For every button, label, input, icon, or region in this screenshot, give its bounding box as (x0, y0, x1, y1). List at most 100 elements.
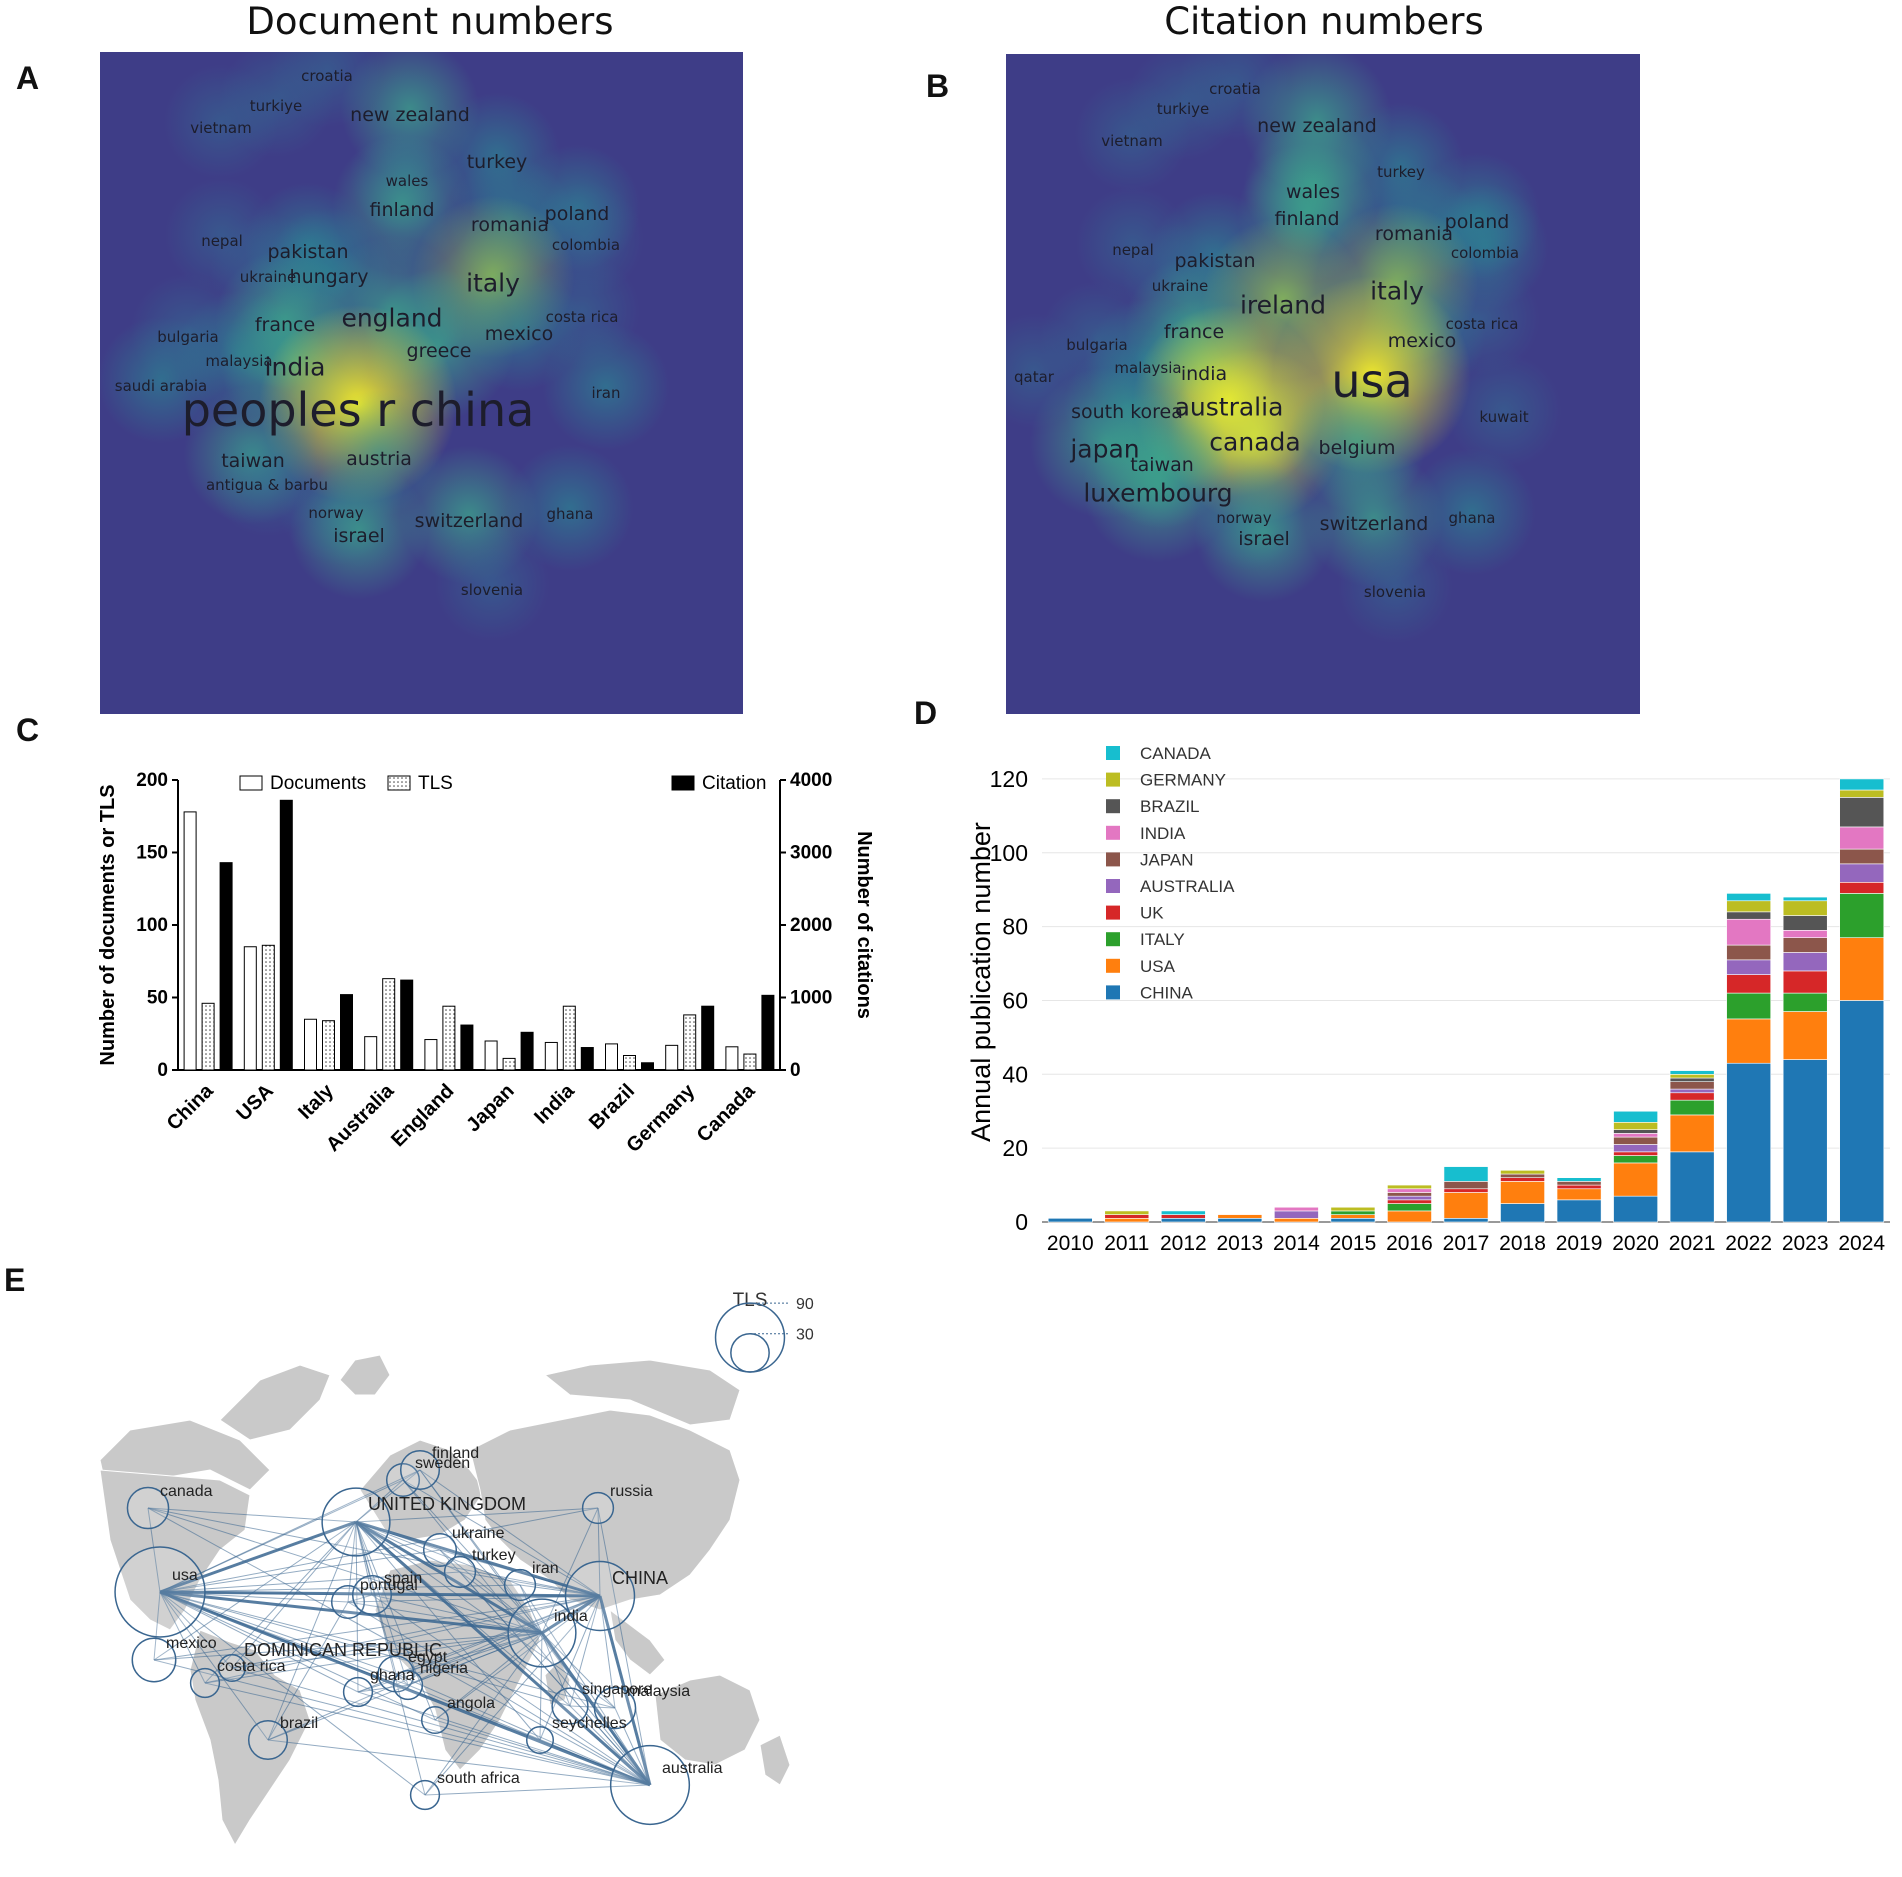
country-label-turkey: turkey (472, 1547, 516, 1564)
collaboration-link (599, 1595, 616, 1709)
x-tick-label: 2015 (1330, 1232, 1377, 1255)
density-label-switzerland: switzerland (1319, 513, 1429, 535)
category-label: India (530, 1079, 579, 1128)
bar-tls (623, 1055, 636, 1071)
density-label-taiwan: taiwan (1130, 454, 1194, 476)
collaboration-link (540, 1632, 652, 1786)
collaboration-link (147, 1507, 543, 1634)
collaboration-link (541, 1632, 616, 1709)
country-label-south-africa: south africa (437, 1770, 520, 1787)
density-hotspot (218, 52, 334, 158)
stack-segment-usa (1556, 1188, 1602, 1201)
bar-documents (304, 1018, 317, 1071)
y-tick-label: 80 (1002, 914, 1028, 940)
country-node-brazil (247, 1719, 289, 1761)
density-label-colombia: colombia (1450, 244, 1520, 262)
bar-tls (261, 944, 275, 1071)
density-label-israel: israel (333, 525, 385, 547)
x-tick-label: 2014 (1273, 1232, 1320, 1255)
country-node-ghana (342, 1676, 374, 1708)
x-tick-label: 2023 (1782, 1232, 1829, 1255)
stack-segment-germany (1726, 900, 1772, 913)
density-label-ghana: ghana (1448, 509, 1496, 527)
country-label-nigeria: nigeria (420, 1660, 468, 1677)
density-label-greece: greece (406, 340, 472, 362)
stack-segment-uk (1613, 1151, 1658, 1156)
country-node-finland (399, 1449, 441, 1491)
stack-segment-uk (1387, 1199, 1432, 1204)
collaboration-link (355, 1521, 409, 1686)
legend-swatch-india (1106, 825, 1120, 840)
collaboration-link (519, 1584, 601, 1597)
x-tick-label: 2011 (1104, 1232, 1149, 1255)
density-label-poland: poland (1444, 211, 1510, 233)
legend-label-citation: Citation (702, 773, 766, 794)
stack-segment-japan (1443, 1181, 1489, 1190)
stack-segment-japan (1500, 1173, 1545, 1178)
density-label-wales: wales (1285, 181, 1341, 203)
collaboration-link (407, 1632, 543, 1686)
bar-citation (460, 1024, 474, 1071)
legend-swatch-japan (1106, 852, 1120, 867)
category-label: Brazil (585, 1080, 639, 1134)
x-tick-label: 2018 (1499, 1232, 1546, 1255)
density-label-ukraine: ukraine (1151, 277, 1209, 295)
stack-segment-canada (1443, 1166, 1489, 1182)
stack-segment-usa (1500, 1181, 1545, 1204)
density-label-nepal: nepal (201, 232, 243, 250)
stack-segment-usa (1669, 1114, 1715, 1153)
stack-segment-china (1613, 1195, 1658, 1223)
country-label-costa-rica: costa rica (217, 1658, 286, 1675)
stack-segment-china (1782, 1059, 1828, 1223)
bar-citation (520, 1031, 534, 1071)
tls-legend-value-30: 30 (796, 1327, 814, 1344)
stack-segment-canada (1726, 893, 1772, 902)
stack-segment-usa (1443, 1192, 1489, 1219)
bar-tls (562, 1005, 576, 1071)
y2-axis-label: Number of citations (853, 831, 875, 1019)
stack-segment-brazil (1669, 1077, 1715, 1082)
annual-publication-stacked-chart: 0 20 40 60 80 100 120 Annual publication number… (966, 744, 1890, 1255)
country-label-spain: spain (384, 1570, 422, 1587)
stack-segment-australia (1669, 1088, 1715, 1094)
stack-segment-usa (1839, 937, 1885, 1001)
collaboration-link (371, 1594, 601, 1597)
stack-segment-japan (1613, 1136, 1658, 1145)
legend-swatch-italy (1106, 932, 1120, 947)
country-label-united-kingdom: UNITED KINGDOM (368, 1494, 526, 1514)
bar-tls (201, 1002, 215, 1071)
tls-legend-value-90: 90 (796, 1296, 814, 1313)
stack-segment-usa (1104, 1218, 1150, 1223)
legend-swatch-citation (671, 775, 695, 791)
country-label-seychelles: seychelles (552, 1715, 627, 1732)
collaboration-link (231, 1632, 543, 1669)
density-label-qatar: qatar (1014, 368, 1054, 386)
collaboration-link (355, 1521, 541, 1741)
collaboration-link (231, 1521, 357, 1669)
country-label-mexico: mexico (166, 1635, 217, 1652)
density-label-new-zealand: new zealand (1257, 115, 1377, 137)
collaboration-link (347, 1601, 651, 1786)
density-label-costa-rica: costa rica (1445, 315, 1519, 333)
bar-documents (665, 1044, 679, 1071)
collaboration-link (231, 1595, 601, 1669)
bar-tls (683, 1014, 697, 1071)
collaboration-link (153, 1595, 601, 1661)
country-label-canada: canada (160, 1483, 213, 1500)
panel-letter-e: E (4, 1262, 26, 1298)
country-label-singapore: singapore (582, 1681, 652, 1698)
collaboration-link (204, 1632, 543, 1684)
legend-swatch-tls (387, 775, 411, 791)
collaboration-link (371, 1594, 651, 1786)
collaboration-link (539, 1595, 601, 1741)
bar-citation (701, 1005, 715, 1071)
stack-segment-uk (1104, 1214, 1150, 1219)
collaboration-link (153, 1632, 543, 1661)
collaboration-link (519, 1584, 543, 1634)
density-label-belgium: belgium (1318, 437, 1396, 459)
density-label-bulgaria: bulgaria (157, 328, 219, 346)
density-label-mexico: mexico (484, 323, 554, 345)
legend-label-documents: Documents (270, 773, 366, 794)
density-label-mexico: mexico (1387, 330, 1457, 352)
